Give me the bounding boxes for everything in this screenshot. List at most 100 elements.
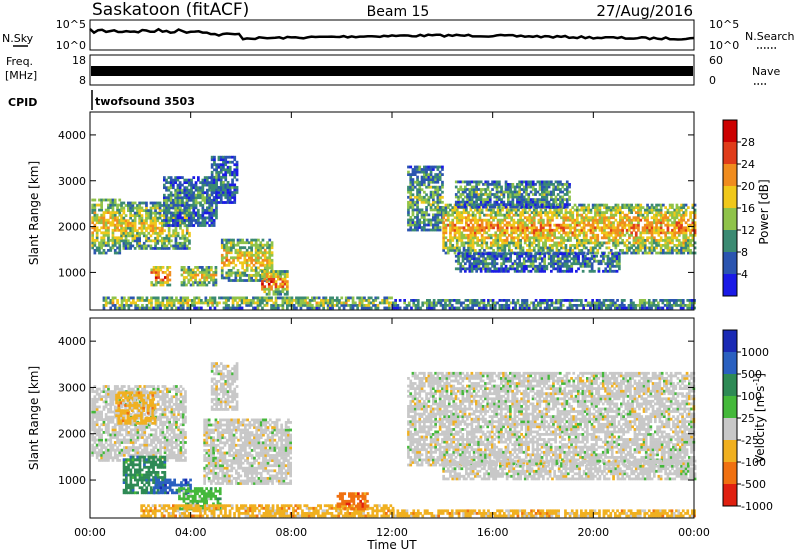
power-cell	[233, 188, 237, 192]
power-cell	[603, 233, 606, 237]
power-cell	[693, 241, 697, 245]
power-cell	[161, 283, 165, 287]
power-cell	[680, 246, 683, 250]
power-cell	[476, 223, 479, 227]
power-cell	[170, 299, 174, 302]
power-cell	[684, 239, 688, 242]
power-cell	[675, 249, 679, 252]
power-cell	[603, 218, 606, 222]
power-cell	[664, 251, 667, 255]
power-cell	[163, 236, 166, 240]
power-cell	[203, 201, 207, 205]
power-cell	[279, 282, 282, 286]
power-cell	[311, 304, 314, 307]
power-cell	[591, 233, 595, 237]
power-cell	[326, 306, 330, 310]
power-cell	[514, 221, 518, 225]
power-cell	[464, 267, 467, 271]
power-cell	[598, 299, 601, 302]
power-cell	[548, 239, 552, 242]
power-cell	[107, 233, 110, 237]
power-cell	[223, 276, 226, 280]
power-cell	[236, 274, 240, 277]
power-cell	[529, 259, 533, 263]
power-cell	[680, 218, 683, 222]
power-cell	[538, 257, 542, 261]
power-cell	[151, 231, 155, 235]
freq-trace-band	[91, 66, 693, 76]
power-cell	[239, 246, 242, 250]
power-cell	[120, 204, 123, 207]
power-cell	[468, 190, 472, 194]
power-cell	[457, 198, 460, 201]
power-cell	[673, 213, 677, 217]
power-cell	[523, 231, 527, 235]
power-cell	[607, 216, 611, 220]
power-cell	[213, 155, 216, 159]
power-cell	[131, 209, 135, 212]
power-cell	[190, 196, 193, 200]
power-cell	[475, 188, 478, 191]
power-cell	[227, 269, 231, 272]
power-cell	[616, 203, 620, 207]
power-cell	[141, 296, 144, 300]
power-cell	[183, 244, 187, 248]
power-cell	[612, 206, 615, 209]
power-cell	[521, 249, 525, 252]
power-cell	[478, 216, 482, 220]
power-cell	[446, 304, 450, 307]
power-cell	[239, 271, 242, 275]
power-cell	[616, 228, 620, 232]
power-cell	[509, 252, 512, 256]
power-cell	[560, 233, 563, 237]
power-cell	[530, 221, 534, 225]
power-cell	[265, 270, 269, 273]
power-cell	[444, 211, 448, 214]
power-cell	[458, 246, 461, 250]
power-cell	[416, 218, 419, 222]
power-cell	[102, 251, 106, 255]
power-cell	[154, 276, 158, 279]
power-cell	[623, 221, 627, 225]
power-cell	[578, 233, 581, 237]
power-cell	[436, 188, 440, 192]
power-cell	[523, 236, 527, 240]
power-cell	[181, 231, 185, 235]
power-cell	[482, 254, 485, 258]
power-cell	[212, 276, 215, 279]
power-cell	[423, 221, 426, 224]
power-cell	[313, 296, 316, 300]
power-cell	[257, 243, 260, 247]
power-cell	[205, 273, 209, 277]
power-cell	[235, 168, 239, 172]
power-cell	[603, 241, 606, 245]
power-cell	[460, 203, 464, 207]
power-cell	[363, 304, 366, 307]
power-cell	[111, 244, 115, 247]
power-cell	[531, 267, 535, 271]
power-cell	[684, 246, 688, 250]
power-cell	[538, 267, 542, 271]
power-cell	[623, 306, 626, 310]
power-cell	[670, 304, 674, 307]
power-cell	[104, 301, 108, 305]
power-cell	[672, 299, 676, 302]
power-cell	[480, 306, 483, 310]
power-cell	[577, 262, 580, 266]
power-cell	[222, 181, 225, 184]
power-cell	[224, 188, 228, 192]
power-cell	[154, 226, 157, 230]
power-cell	[100, 226, 103, 230]
power-cell	[107, 211, 110, 214]
noise-tick-top-left: 10^5	[56, 18, 86, 31]
power-cell	[595, 306, 599, 310]
power-cell	[581, 252, 585, 256]
power-cell	[590, 254, 594, 258]
power-cell	[185, 283, 188, 287]
power-cell	[407, 173, 410, 176]
power-cell	[564, 231, 568, 235]
power-cell	[194, 201, 198, 205]
power-cell	[210, 186, 214, 189]
power-cell	[529, 264, 533, 268]
power-cell	[411, 168, 415, 171]
